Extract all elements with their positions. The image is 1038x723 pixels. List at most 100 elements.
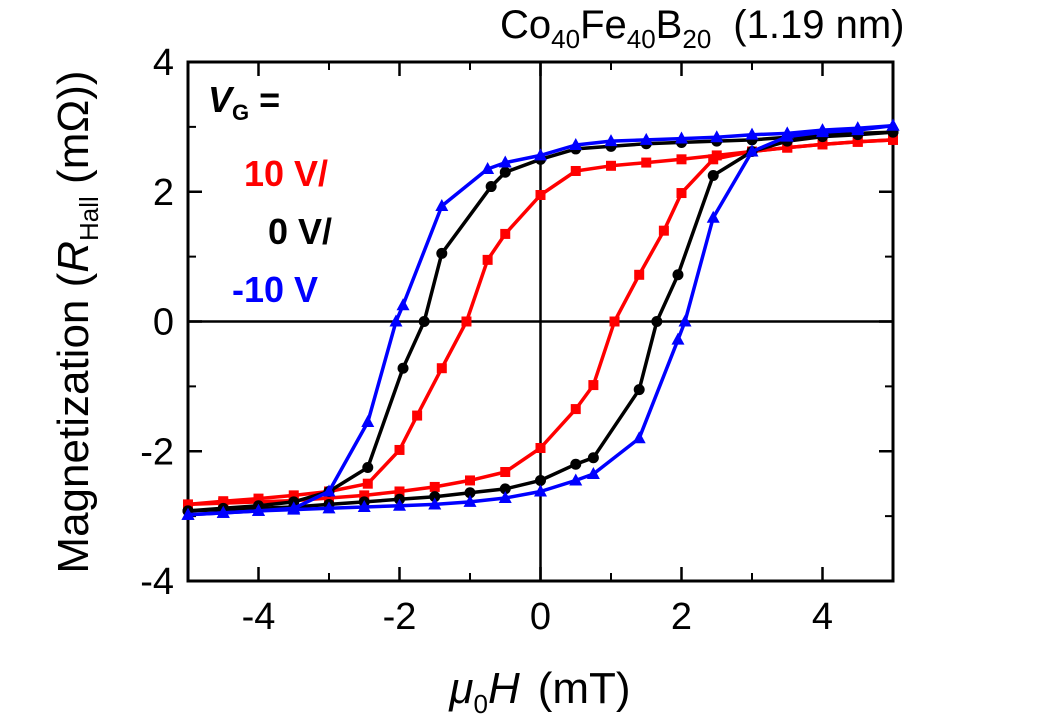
x-axis-title: μ0H (mT) xyxy=(448,664,630,719)
series-10v-point xyxy=(393,498,406,511)
title-co-sub: 40 xyxy=(551,24,580,54)
title-b: B xyxy=(656,3,683,47)
series-10v-point xyxy=(678,314,692,327)
series-10v-point xyxy=(534,484,547,497)
series-0v-point xyxy=(570,458,582,470)
series-10v-point xyxy=(498,490,512,503)
x-tick-label: -4 xyxy=(242,596,276,638)
y-tick-label: -2 xyxy=(140,431,174,473)
series-10v-point xyxy=(324,492,334,503)
xlabel-unit: (mT) xyxy=(538,664,631,713)
legend-title-var: V xyxy=(208,79,235,120)
series-10v-point xyxy=(500,467,511,478)
series-10v-point xyxy=(498,155,512,168)
series-10v-point xyxy=(465,475,475,486)
series-0v-point xyxy=(464,487,476,499)
title-fe: Fe xyxy=(580,3,627,47)
series-10v-point xyxy=(396,298,410,311)
series-10v-point xyxy=(658,225,669,236)
legend-entry-10v: 10 V/ xyxy=(244,153,328,194)
x-tick-label: 2 xyxy=(671,596,692,638)
series-10v-point xyxy=(671,332,685,345)
xlabel-sym: μ xyxy=(448,664,473,713)
title-thickness: (1.19 nm) xyxy=(733,3,904,47)
series-0v-line-down xyxy=(187,130,894,513)
series-10v-point xyxy=(632,431,646,444)
series-10v-line-down xyxy=(187,123,894,517)
legend-title-eq: = xyxy=(249,79,280,120)
series-10v-point xyxy=(436,363,447,374)
series-0v-line-up xyxy=(187,130,894,513)
y-tick-label: 4 xyxy=(153,42,174,84)
series-10v-point xyxy=(288,490,299,501)
series-0v-point xyxy=(436,247,448,259)
series-10v-point xyxy=(745,127,759,140)
ylabel-unit: (mΩ)) xyxy=(49,70,98,196)
series-10v-point xyxy=(362,478,373,489)
series-0v-point xyxy=(587,452,599,464)
series-10v-point xyxy=(183,499,193,510)
series-10v-point xyxy=(535,443,546,454)
series-10v-point xyxy=(535,189,546,200)
series-0v-point xyxy=(499,483,511,495)
series-10v-point xyxy=(606,160,616,171)
series-0v-point xyxy=(418,316,430,327)
series-10v-point xyxy=(675,131,688,144)
series-10v-point xyxy=(706,210,720,223)
series-10v-point xyxy=(570,404,581,415)
series-0v-point xyxy=(651,316,663,327)
series-10v-point xyxy=(461,316,472,327)
series-10v-point xyxy=(710,130,724,143)
series-10v-point xyxy=(570,165,581,176)
series-10v-point xyxy=(322,484,336,497)
ylabel-sub: Hall xyxy=(74,196,104,241)
legend: VG = 10 V/ 0 V/ -10 V xyxy=(208,79,332,310)
series-10v-point xyxy=(481,162,495,175)
ylabel-prefix: Magnetization ( xyxy=(49,272,98,573)
series-10v-point xyxy=(359,490,370,501)
series-10v-point xyxy=(218,496,229,507)
series-10v-point xyxy=(482,254,493,265)
ylabel-var: R xyxy=(49,241,98,273)
series-10v-point xyxy=(886,118,900,131)
series-10v-point xyxy=(412,410,423,421)
series-10v-point xyxy=(676,188,687,199)
series-10v-point xyxy=(534,148,547,161)
x-tick-label: 0 xyxy=(530,596,551,638)
series-10v-point xyxy=(287,501,301,514)
series-0v-point xyxy=(485,181,497,193)
series-10v-point xyxy=(569,138,583,151)
series-0v-point xyxy=(499,166,511,178)
series-0v-point xyxy=(429,491,441,503)
series-10v-point xyxy=(361,415,375,428)
y-axis-title: Magnetization (RHall (mΩ)) xyxy=(49,70,104,573)
series-10v-point xyxy=(676,154,687,165)
series-0v-point xyxy=(362,461,374,473)
series-10v-point xyxy=(389,314,403,327)
series-0v-point xyxy=(535,474,546,486)
xlabel-sub: 0 xyxy=(474,689,488,719)
series-0v-point xyxy=(397,362,409,374)
series-10v-point xyxy=(634,269,645,280)
title-b-sub: 20 xyxy=(682,24,711,54)
series-10v-point xyxy=(745,144,759,157)
plot-area: -4 -2 0 2 4 -4 -2 0 2 4 xyxy=(140,42,900,638)
series-0v-point xyxy=(707,170,719,182)
y-tick-label: 2 xyxy=(153,172,174,214)
series-10v-point xyxy=(639,132,653,145)
y-tick-label: 0 xyxy=(153,302,174,344)
series-10v-point xyxy=(435,199,449,212)
series-10v-line-up xyxy=(187,123,894,517)
series-10v-point xyxy=(888,134,898,145)
series-10v-point xyxy=(322,501,336,514)
series-10v-point xyxy=(253,493,264,504)
legend-title-sub: G xyxy=(232,100,249,125)
legend-entry-neg10v: -10 V xyxy=(232,269,318,310)
series-10v-point xyxy=(711,150,722,161)
series-10v-point xyxy=(609,316,620,327)
chart-title: Co40Fe40B20 (1.19 nm) xyxy=(500,3,904,54)
x-tick-label: -2 xyxy=(383,596,417,638)
series-0v-point xyxy=(633,384,645,396)
y-tick-label: -4 xyxy=(140,561,174,603)
series-10v-point xyxy=(463,494,477,507)
